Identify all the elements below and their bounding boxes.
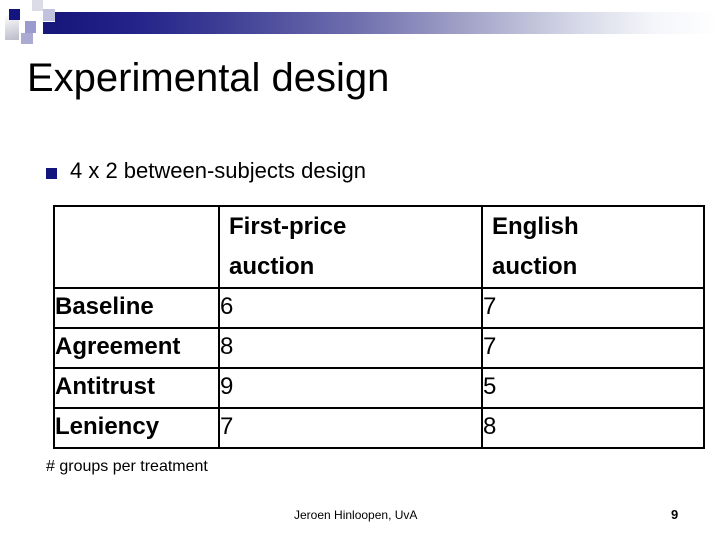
table-row: Baseline 6 7 [53,287,705,329]
page-number: 9 [671,507,679,522]
header-english-line2: auction [492,253,578,280]
design-table: First-price auction English auction Base… [53,205,705,449]
row-label-antitrust: Antitrust [53,367,220,409]
bullet-row: 4 x 2 between-subjects design [46,156,366,186]
deco-lavender-square [43,9,55,21]
deco-periwinkle-square-2 [21,33,33,44]
row-label-leniency: Leniency [53,407,220,449]
deco-bar-step-square [43,22,56,34]
cell-leniency-first-price: 7 [218,407,483,449]
bullet-square-icon [46,168,57,179]
deco-gradient-bar [55,12,720,34]
header-english-line1: English [492,213,579,240]
header-cell-first-price: First-price auction [218,205,483,289]
row-label-baseline: Baseline [53,287,220,329]
cell-agreement-english: 7 [481,327,705,369]
deco-periwinkle-square [25,21,36,33]
cell-baseline-first-price: 6 [218,287,483,329]
header-cell-english: English auction [481,205,705,289]
table-row: Agreement 8 7 [53,327,705,369]
cell-antitrust-english: 5 [481,367,705,409]
table-row: Antitrust 9 5 [53,367,705,409]
footer-author: Jeroen Hinloopen, UvA [294,508,418,522]
row-label-agreement: Agreement [53,327,220,369]
deco-navy-square [9,9,20,20]
deco-gray-square [32,0,43,11]
cell-leniency-english: 8 [481,407,705,449]
header-first-price-line1: First-price [229,213,347,240]
cell-antitrust-first-price: 9 [218,367,483,409]
table-caption: # groups per treatment [46,458,208,475]
table-header-row: First-price auction English auction [53,205,705,289]
header-cell-empty [53,205,220,289]
bullet-text: 4 x 2 between-subjects design [70,158,366,183]
cell-agreement-first-price: 8 [218,327,483,369]
cell-baseline-english: 7 [481,287,705,329]
header-first-price-line2: auction [229,253,315,280]
slide-title: Experimental design [27,56,390,100]
table-row: Leniency 7 8 [53,407,705,449]
